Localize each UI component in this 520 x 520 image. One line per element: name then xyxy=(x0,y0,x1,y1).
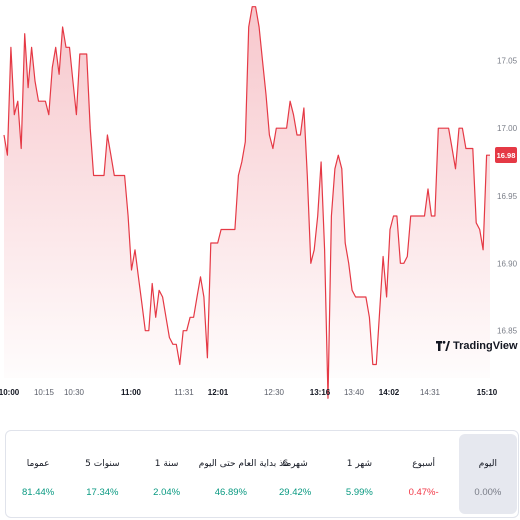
period-change-value: 2.04% xyxy=(153,487,181,498)
x-axis-tick-label: 10:00 xyxy=(0,388,20,397)
y-axis-tick-label: 17.00 xyxy=(497,124,518,133)
period-label: 1 شهر xyxy=(346,459,372,469)
x-axis-tick-label: 14:02 xyxy=(379,388,400,397)
price-line xyxy=(3,6,490,399)
period-label: عموما xyxy=(26,459,50,469)
period-tab-1[interactable]: أسبوع 0.47%- xyxy=(392,431,456,517)
period-tab-0[interactable]: اليوم 0.00% xyxy=(456,431,520,517)
period-label: اليوم xyxy=(478,459,497,469)
period-label: 6 شهر xyxy=(282,459,308,469)
y-axis-tick-label: 17.05 xyxy=(497,57,518,66)
x-axis-tick-label: 12:01 xyxy=(208,388,229,397)
x-axis-tick-label: 13:16 xyxy=(310,388,331,397)
y-axis-tick-label: 16.90 xyxy=(497,259,518,268)
period-label: 1 سنة xyxy=(154,459,179,469)
x-axis-tick-label: 11:31 xyxy=(174,388,194,397)
period-tab-7[interactable]: عموما 81.44% xyxy=(6,431,70,517)
x-axis-tick-label: 14:31 xyxy=(420,388,441,397)
period-label: أسبوع xyxy=(412,459,436,469)
period-tab-4[interactable]: منذ بداية العام حتى اليوم 46.89% xyxy=(198,431,292,517)
period-tab-2[interactable]: 1 شهر 5.99% xyxy=(327,431,391,517)
x-axis-tick-label: 13:40 xyxy=(344,388,365,397)
watermark-text: TradingView xyxy=(453,340,518,352)
period-change-value: 81.44% xyxy=(22,487,55,498)
x-axis-tick-label: 10:15 xyxy=(34,388,55,397)
last-price-badge: 16.98 xyxy=(495,147,517,164)
performance-periods: اليوم 0.00% أسبوع 0.47%- 1 شهر 5.99% 6 شهر 29.4… xyxy=(5,430,519,518)
price-chart[interactable]: 17.05 17.00 16.95 16.90 16.85 10:00 10:15 10:30… xyxy=(0,0,520,400)
tradingview-logo-icon xyxy=(436,340,450,351)
y-axis-tick-label: 16.95 xyxy=(497,192,518,201)
period-change-value: 0.00% xyxy=(474,487,502,498)
period-label: 5 سنوات xyxy=(85,459,120,469)
x-axis-tick-label: 11:00 xyxy=(121,388,142,397)
period-tab-6[interactable]: 5 سنوات 17.34% xyxy=(70,431,134,517)
y-axis-tick-label: 16.85 xyxy=(497,327,518,336)
period-tab-3[interactable]: 6 شهر 29.42% xyxy=(263,431,327,517)
x-axis-tick-label: 15:10 xyxy=(477,388,498,397)
x-axis-tick-label: 12:30 xyxy=(264,388,285,397)
period-tab-5[interactable]: 1 سنة 2.04% xyxy=(135,431,199,517)
period-change-value: 5.99% xyxy=(345,487,373,498)
selected-period-highlight xyxy=(458,434,517,514)
period-change-value: 0.47%- xyxy=(408,487,439,498)
price-area-fill xyxy=(4,6,490,399)
period-change-value: 17.34% xyxy=(86,487,119,498)
chart-canvas[interactable]: 17.05 17.00 16.95 16.90 16.85 10:00 10:15 10:30… xyxy=(0,0,520,400)
tradingview-watermark[interactable]: TradingView xyxy=(436,340,518,352)
period-change-value: 46.89% xyxy=(214,487,247,498)
period-label: منذ بداية العام حتى اليوم xyxy=(198,459,292,469)
period-change-value: 29.42% xyxy=(279,487,312,498)
x-axis-tick-label: 10:30 xyxy=(64,388,85,397)
